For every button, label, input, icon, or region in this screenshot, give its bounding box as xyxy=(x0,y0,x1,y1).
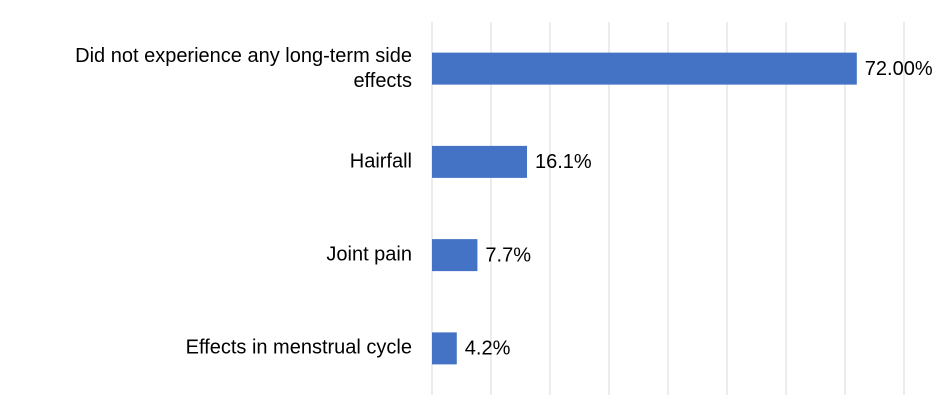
bar xyxy=(432,239,478,272)
bar xyxy=(432,332,457,365)
data-label: 72.00% xyxy=(865,58,933,80)
bar xyxy=(432,145,527,178)
data-label: 4.2% xyxy=(465,338,511,360)
category-label: Hairfall xyxy=(349,150,412,173)
category-label: Did not experience any long-term side ef… xyxy=(75,44,412,92)
data-label: 7.7% xyxy=(485,244,531,266)
category-label: Effects in menstrual cycle xyxy=(185,336,412,359)
bar xyxy=(432,52,857,85)
data-label: 16.1% xyxy=(535,151,592,173)
category-label: Joint pain xyxy=(326,243,412,266)
